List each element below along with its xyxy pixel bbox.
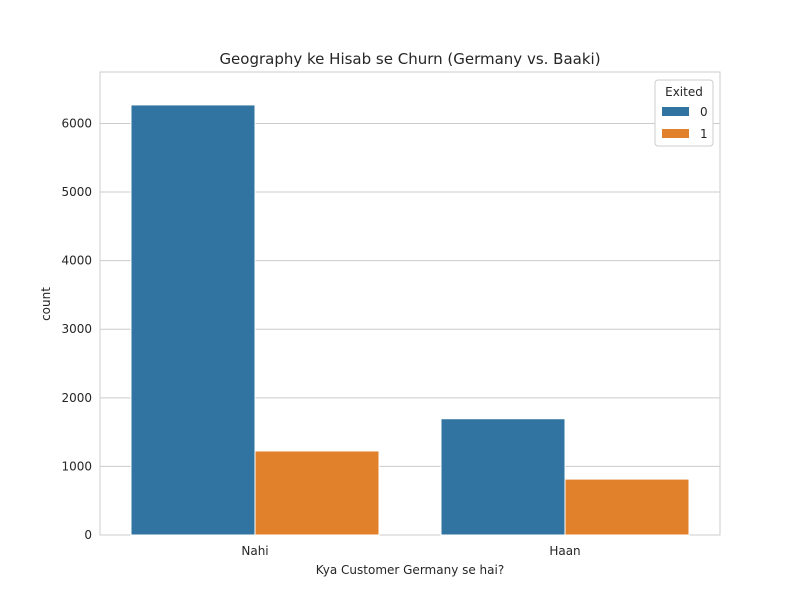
- legend-label: 1: [700, 127, 708, 141]
- bar-nahi-exited-0: [130, 104, 256, 536]
- y-tick-label: 1000: [61, 459, 92, 473]
- y-tick-label: 0: [84, 528, 92, 542]
- bar-haan-exited-0: [440, 418, 566, 536]
- x-tick-labels: Nahi Haan: [241, 544, 580, 558]
- x-axis-label: Kya Customer Germany se hai?: [316, 563, 504, 577]
- legend: Exited 0 1: [654, 79, 714, 147]
- bars: [130, 104, 690, 536]
- y-tick-label: 6000: [61, 116, 92, 130]
- y-tick-label: 4000: [61, 254, 92, 268]
- y-tick-label: 3000: [61, 322, 92, 336]
- legend-swatch: [662, 107, 689, 116]
- x-tick-label: Nahi: [241, 544, 268, 558]
- legend-swatch: [662, 129, 689, 138]
- bar-haan-exited-1: [564, 478, 690, 536]
- y-tick-label: 2000: [61, 391, 92, 405]
- y-axis-label: count: [39, 287, 53, 321]
- legend-label: 0: [700, 105, 708, 119]
- y-tick-labels: 0 1000 2000 3000 4000 5000 6000: [61, 116, 92, 542]
- y-tick-label: 5000: [61, 185, 92, 199]
- legend-title: Exited: [665, 85, 703, 99]
- chart-title: Geography ke Hisab se Churn (Germany vs.…: [219, 50, 600, 68]
- x-tick-label: Haan: [549, 544, 580, 558]
- bar-nahi-exited-1: [254, 450, 380, 536]
